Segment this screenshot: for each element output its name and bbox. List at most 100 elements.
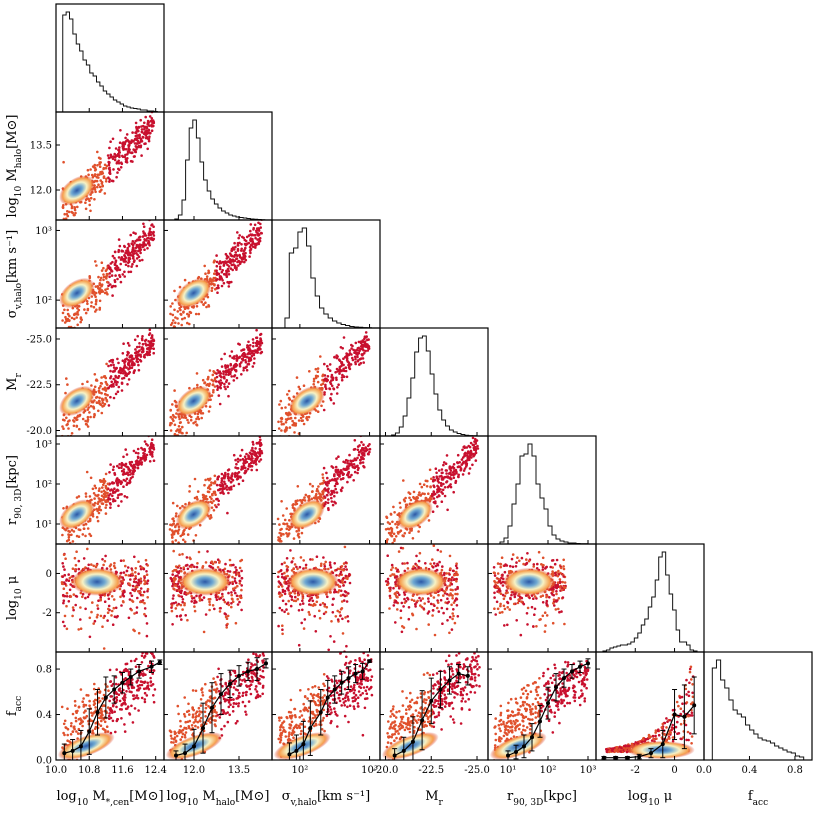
scatter-point: [67, 427, 70, 430]
scatter-point: [108, 598, 111, 601]
scatter-point: [72, 606, 75, 609]
scatter-point: [114, 159, 117, 162]
scatter-point: [241, 449, 244, 452]
scatter-point: [193, 605, 196, 608]
scatter-point: [110, 614, 113, 617]
scatter-point: [85, 492, 88, 495]
scatter-point: [391, 528, 394, 531]
scatter-point: [178, 425, 181, 428]
scatter-point: [234, 566, 237, 569]
scatter-point: [437, 486, 440, 489]
scatter-point: [133, 252, 136, 255]
scatter-point: [116, 482, 119, 485]
scatter-point: [101, 495, 104, 498]
scatter-point: [98, 390, 101, 393]
scatter-point: [99, 279, 102, 282]
scatter-point: [66, 540, 69, 543]
scatter-point: [132, 255, 135, 258]
scatter-point: [110, 364, 113, 367]
scatter-point: [117, 376, 120, 379]
scatter-point: [252, 246, 255, 249]
scatter-point: [126, 478, 129, 481]
scatter-point: [303, 384, 306, 387]
scatter-point: [225, 270, 228, 273]
scatter-point: [281, 573, 284, 576]
scatter-point: [238, 483, 241, 486]
scatter-point: [142, 594, 145, 597]
scatter-point: [281, 609, 284, 612]
scatter-point: [64, 444, 67, 447]
scatter-point: [143, 225, 146, 228]
scatter-point: [140, 355, 143, 358]
scatter-point: [214, 561, 217, 564]
scatter-point: [453, 467, 456, 470]
scatter-point: [64, 449, 67, 452]
scatter-point: [126, 453, 129, 456]
panel-content: [169, 218, 263, 337]
scatter-point: [132, 148, 135, 151]
scatter-point: [217, 503, 220, 506]
scatter-point: [449, 472, 452, 475]
scatter-point: [107, 608, 110, 611]
scatter-point: [331, 385, 334, 388]
scatter-point: [144, 142, 147, 145]
scatter-point: [346, 460, 349, 463]
scatter-point: [428, 519, 431, 522]
scatter-point: [293, 431, 296, 434]
scatter-point: [173, 309, 176, 312]
panel-sigma-vs-mstar: [54, 219, 164, 350]
scatter-point: [280, 569, 283, 572]
scatter-point: [88, 204, 91, 207]
scatter-point: [197, 490, 200, 493]
scatter-point: [255, 329, 258, 332]
scatter-point: [94, 260, 97, 263]
scatter-point: [335, 466, 338, 469]
scatter-point: [139, 236, 142, 239]
scatter-point: [259, 237, 262, 240]
scatter-point: [347, 473, 350, 476]
scatter-point: [127, 265, 130, 268]
scatter-point: [251, 447, 254, 450]
panel-mr-vs-mr: [380, 328, 488, 436]
panel-mu-vs-mhalo: [164, 544, 272, 652]
scatter-point: [432, 480, 435, 483]
scatter-point: [194, 421, 197, 424]
scatter-point: [127, 466, 130, 469]
scatter-point: [137, 582, 140, 585]
scatter-point: [179, 421, 182, 424]
scatter-point: [218, 598, 221, 601]
scatter-point: [101, 412, 104, 415]
scatter-point: [126, 570, 129, 573]
scatter-point: [219, 403, 222, 406]
scatter-point: [194, 478, 197, 481]
scatter-point: [234, 363, 237, 366]
scatter-point: [361, 354, 364, 357]
scatter-point: [153, 340, 156, 343]
scatter-point: [129, 234, 132, 237]
scatter-point: [153, 122, 156, 125]
scatter-point: [333, 495, 336, 498]
scatter-point: [108, 471, 111, 474]
scatter-point: [215, 269, 218, 272]
scatter-point: [215, 498, 218, 501]
panel-layer: [54, 4, 812, 776]
scatter-point: [250, 237, 253, 240]
scatter-point: [390, 513, 393, 516]
scatter-point: [149, 460, 152, 463]
scatter-point: [469, 446, 472, 449]
scatter-point: [132, 473, 135, 476]
panel-mr-vs-mstar: [54, 328, 164, 451]
scatter-point: [133, 466, 136, 469]
scatter-point: [132, 364, 135, 367]
scatter-point: [63, 330, 66, 333]
scatter-point: [99, 500, 102, 503]
scatter-point: [137, 452, 140, 455]
scatter-point: [208, 305, 211, 308]
scatter-point: [257, 456, 260, 459]
scatter-point: [190, 600, 193, 603]
scatter-point: [119, 141, 122, 144]
scatter-point: [237, 237, 240, 240]
scatter-point: [175, 539, 178, 542]
scatter-point: [128, 344, 131, 347]
scatter-point: [278, 403, 281, 406]
